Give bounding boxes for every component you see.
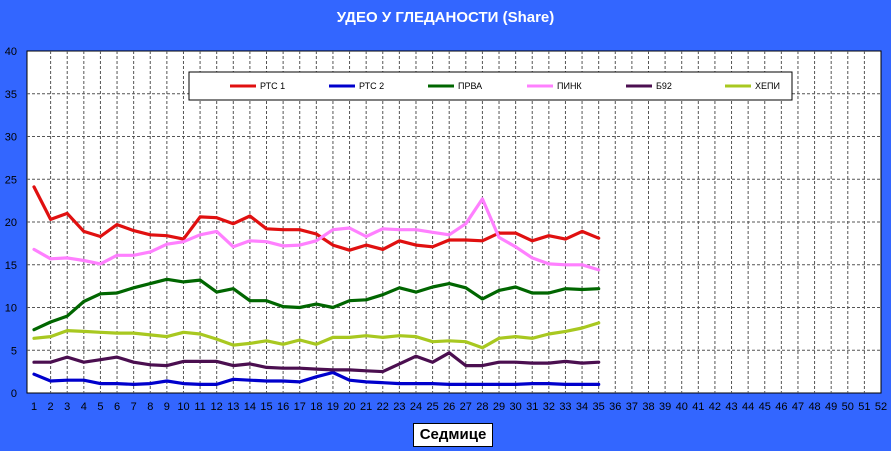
legend: РТС 1 РТС 2 ПРВА ПИНК Б92 ХЕПИ (188, 71, 793, 101)
legend-label: ПРВА (458, 81, 482, 91)
x-tick-label: 18 (310, 401, 322, 413)
x-tick-label: 17 (294, 401, 306, 413)
x-tick-label: 24 (410, 401, 422, 413)
x-tick-label: 20 (343, 401, 355, 413)
series-line-5 (32, 351, 601, 374)
legend-label: РТС 1 (260, 81, 285, 91)
x-tick-label: 30 (510, 401, 522, 413)
y-tick-label: 0 (11, 388, 17, 400)
x-tick-label: 4 (81, 401, 87, 413)
x-tick-label: 10 (177, 401, 189, 413)
x-tick-label: 34 (576, 401, 588, 413)
x-tick-label: 48 (808, 401, 820, 413)
x-tick-label: 6 (114, 401, 120, 413)
y-tick-label: 40 (5, 46, 17, 58)
x-tick-label: 47 (792, 401, 804, 413)
x-tick-label: 45 (759, 401, 771, 413)
x-tick-label: 36 (609, 401, 621, 413)
x-tick-label: 23 (393, 401, 405, 413)
x-tick-label: 44 (742, 401, 754, 413)
series-line-1 (32, 185, 601, 252)
y-tick-label: 5 (11, 345, 17, 357)
legend-label: РТС 2 (359, 81, 384, 91)
x-tick-label: 46 (775, 401, 787, 413)
x-tick-label: 31 (526, 401, 538, 413)
x-tick-label: 26 (443, 401, 455, 413)
x-tick-label: 51 (858, 401, 870, 413)
x-tick-label: 11 (194, 401, 205, 413)
x-axis-label: Седмице (413, 423, 493, 447)
x-tick-label: 38 (642, 401, 654, 413)
y-tick-label: 25 (5, 174, 17, 186)
x-tick-label: 27 (460, 401, 472, 413)
y-axis: 0 5 10 15 20 25 30 35 40 (5, 46, 17, 400)
x-tick-label: 28 (476, 401, 488, 413)
x-tick-label: 19 (327, 401, 339, 413)
x-tick-label: 39 (659, 401, 671, 413)
x-tick-label: 15 (260, 401, 272, 413)
series-lines (32, 185, 601, 386)
legend-label: Б92 (656, 81, 672, 91)
legend-label: ХЕПИ (755, 81, 780, 91)
x-tick-label: 2 (48, 401, 54, 413)
x-tick-label: 32 (543, 401, 555, 413)
x-tick-label: 13 (227, 401, 239, 413)
x-tick-label: 50 (842, 401, 854, 413)
x-tick-label: 33 (559, 401, 571, 413)
x-axis: 1 2 3 4 5 6 7 8 9 10 11 12 13 14 15 16 17 18 19 20 21 22 23 24 2… (31, 401, 887, 413)
x-tick-label: 1 (31, 401, 37, 413)
x-tick-label: 42 (709, 401, 721, 413)
y-tick-label: 10 (5, 303, 17, 315)
x-tick-label: 35 (593, 401, 605, 413)
chart-title: УДЕО У ГЛЕДАНОСТИ (Share) (336, 9, 555, 26)
x-tick-label: 5 (97, 401, 103, 413)
legend-box (188, 71, 793, 101)
series-line-2 (32, 370, 601, 386)
legend-label: ПИНК (557, 81, 582, 91)
series-line-4 (32, 197, 601, 272)
x-tick-label: 41 (692, 401, 704, 413)
series-line-3 (32, 277, 601, 332)
x-tick-label: 14 (244, 401, 256, 413)
x-tick-label: 16 (277, 401, 289, 413)
x-tick-label: 3 (64, 401, 70, 413)
x-tick-label: 49 (825, 401, 837, 413)
x-tick-label: 8 (147, 401, 153, 413)
x-tick-label: 12 (211, 401, 223, 413)
series-line-6 (32, 321, 601, 350)
y-tick-label: 20 (5, 217, 17, 229)
x-tick-label: 52 (875, 401, 887, 413)
y-tick-label: 30 (5, 132, 17, 144)
x-tick-label: 25 (426, 401, 438, 413)
y-tick-label: 35 (5, 89, 17, 101)
x-tick-label: 9 (164, 401, 170, 413)
x-tick-label: 21 (360, 401, 372, 413)
x-tick-label: 22 (377, 401, 389, 413)
y-tick-label: 15 (5, 260, 17, 272)
x-tick-label: 29 (493, 401, 505, 413)
x-tick-label: 43 (725, 401, 737, 413)
x-tick-label: 7 (131, 401, 137, 413)
x-tick-label: 37 (626, 401, 638, 413)
x-tick-label: 40 (676, 401, 688, 413)
